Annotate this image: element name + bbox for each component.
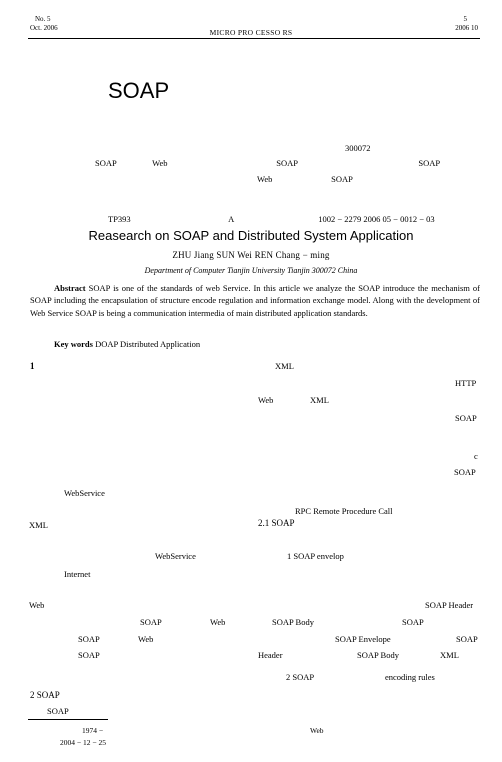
body-webservice-2: WebService <box>155 551 196 561</box>
body-soap-envelope: SOAP Envelope <box>335 634 391 644</box>
body-xml-2: XML <box>310 395 329 405</box>
section-2-heading: 2 SOAP <box>30 690 60 700</box>
class-issn: 1002 − 2279 2006 05 − 0012 − 03 <box>318 214 434 224</box>
header-issue: No. 5 <box>35 15 51 23</box>
keywords-value: DOAP Distributed Application <box>93 339 200 349</box>
class-mark: A <box>228 214 316 224</box>
keywords-label: Key words <box>54 339 93 349</box>
department: Department of Computer Tianjin Universit… <box>0 266 502 275</box>
footer-year: 1974 − <box>82 726 103 735</box>
meta-soap-3: SOAP <box>418 158 440 168</box>
body-xml-end: XML <box>440 650 459 660</box>
body-header-text: Header <box>258 650 283 660</box>
body-soap-1: SOAP <box>455 413 477 423</box>
meta-web-2: Web <box>257 174 329 184</box>
footer-rule <box>28 719 108 720</box>
meta-row-2: Web SOAP <box>257 174 353 184</box>
body-soap-header: SOAP Header <box>425 600 473 610</box>
body-http: HTTP <box>455 378 476 388</box>
body-soap-short: SOAP <box>402 617 424 627</box>
body-web-1: Web <box>258 395 273 405</box>
body-internet: Internet <box>64 569 90 579</box>
abstract-label: Abstract <box>54 283 86 293</box>
header-rule <box>28 38 480 39</box>
body-web-mid: Web <box>210 617 225 627</box>
meta-soap-4: SOAP <box>331 174 353 184</box>
body-soap-row-a: SOAP <box>78 634 100 644</box>
body-webservice-1: WebService <box>64 488 105 498</box>
body-soap-envelop: 1 SOAP envelop <box>287 551 344 561</box>
body-xml-left: XML <box>29 520 48 530</box>
meta-row-1: SOAP Web SOAP SOAP <box>95 158 475 168</box>
body-soap-mid: SOAP <box>140 617 162 627</box>
authors: ZHU Jiang SUN Wei REN Chang − ming <box>0 250 502 260</box>
body-c: c <box>474 451 478 461</box>
meta-soap-1: SOAP <box>95 158 150 168</box>
meta-soap-2: SOAP <box>276 158 416 168</box>
body-soap-last: SOAP <box>47 706 69 716</box>
body-soap-body: SOAP Body <box>272 617 314 627</box>
body-soap-row-b: SOAP <box>78 650 100 660</box>
classification-row: TP393 A 1002 − 2279 2006 05 − 0012 − 03 <box>108 214 478 224</box>
keywords: Key words DOAP Distributed Application <box>30 339 200 349</box>
header-page: 5 <box>464 15 468 23</box>
body-two-soap: 2 SOAP <box>286 672 314 682</box>
english-title: Reasearch on SOAP and Distributed System… <box>0 228 502 243</box>
header-date-right: 2006 10 <box>455 24 478 32</box>
abstract: Abstract SOAP is one of the standards of… <box>30 282 480 319</box>
section-1-heading: 1 <box>30 361 35 371</box>
section-2-1: 2.1 SOAP <box>258 518 295 528</box>
meta-web-1: Web <box>152 158 274 168</box>
body-rpc: RPC Remote Procedure Call <box>295 506 393 516</box>
body-soap-body-2: SOAP Body <box>357 650 399 660</box>
footer-web: Web <box>310 726 324 735</box>
body-web-row-a: Web <box>138 634 153 644</box>
body-web-left: Web <box>29 600 44 610</box>
meta-code: 300072 <box>345 143 371 153</box>
footer-date: 2004 − 12 − 25 <box>60 738 106 747</box>
body-soap-end: SOAP <box>456 634 478 644</box>
title-main: SOAP <box>108 78 169 104</box>
abstract-text: SOAP is one of the standards of web Serv… <box>30 283 480 318</box>
header-journal: MICRO PRO CESSO RS <box>0 28 502 37</box>
body-encoding: encoding rules <box>385 672 435 682</box>
body-xml: XML <box>275 361 294 371</box>
class-tp: TP393 <box>108 214 226 224</box>
body-soap-2: SOAP <box>454 467 476 477</box>
